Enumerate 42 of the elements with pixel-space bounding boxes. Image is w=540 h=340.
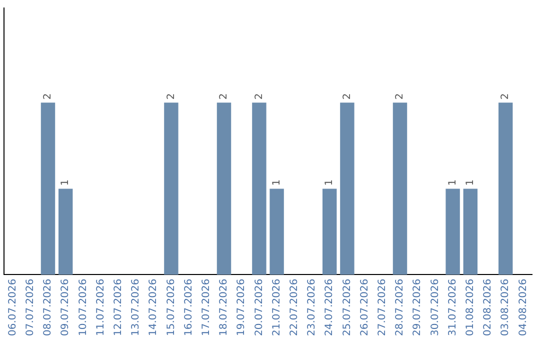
x-tick-label: 18.07.2026 (218, 278, 230, 336)
data-label: 1 (447, 179, 458, 186)
data-label: 2 (254, 93, 265, 100)
x-tick-label: 13.07.2026 (130, 278, 142, 336)
x-tick-label: 04.08.2026 (518, 278, 529, 336)
data-label: 1 (60, 179, 72, 186)
x-tick-label: 26.07.2026 (359, 278, 370, 336)
x-tick-label: 22.07.2026 (288, 278, 300, 336)
x-tick-label: 09.07.2026 (60, 278, 72, 336)
x-tick-label: 12.07.2026 (112, 278, 124, 336)
x-tick-label: 03.08.2026 (500, 278, 512, 336)
x-tick-label: 23.07.2026 (306, 278, 318, 336)
data-label: 2 (500, 93, 512, 100)
x-tick-label: 29.07.2026 (412, 278, 424, 336)
data-label: 1 (324, 179, 336, 186)
x-tick-label: 15.07.2026 (166, 278, 177, 336)
x-tick-label: 21.07.2026 (271, 278, 282, 336)
data-label: 1 (464, 179, 476, 186)
data-label: 2 (42, 93, 54, 100)
x-tick-label: 30.07.2026 (430, 278, 441, 336)
x-tick-label: 08.07.2026 (42, 278, 54, 336)
data-label: 2 (166, 93, 177, 100)
x-tick-label: 10.07.2026 (78, 278, 89, 336)
x-tick-label: 01.08.2026 (464, 278, 476, 336)
x-tick-label: 24.07.2026 (324, 278, 336, 336)
x-tick-label: 28.07.2026 (394, 278, 406, 336)
data-label: 2 (394, 93, 406, 100)
x-tick-label: 16.07.2026 (183, 278, 194, 336)
x-tick-label: 17.07.2026 (200, 278, 212, 336)
x-tick-label: 20.07.2026 (254, 278, 265, 336)
x-tick-label: 06.07.2026 (7, 278, 18, 336)
data-label: 2 (218, 93, 230, 100)
data-label: 2 (342, 93, 353, 100)
x-tick-label: 14.07.2026 (148, 278, 160, 336)
x-tick-label: 02.08.2026 (482, 278, 494, 336)
x-tick-label: 31.07.2026 (447, 278, 458, 336)
x-tick-label: 27.07.2026 (376, 278, 388, 336)
x-tick-label: 07.07.2026 (24, 278, 36, 336)
x-tick-label: 19.07.2026 (236, 278, 248, 336)
x-tick-label: 11.07.2026 (95, 278, 106, 336)
x-tick-label: 25.07.2026 (342, 278, 353, 336)
data-label: 1 (271, 179, 282, 186)
